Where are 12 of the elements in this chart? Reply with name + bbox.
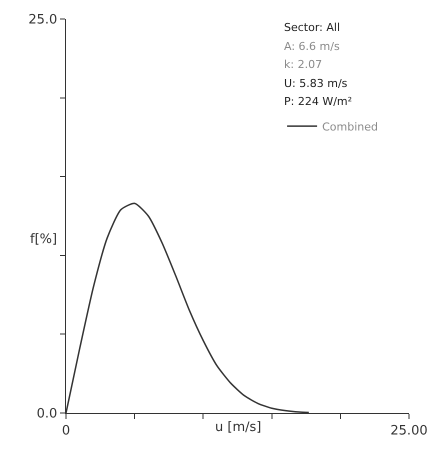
annotation: U: 5.83 m/s: [284, 77, 348, 90]
annotation: A: 6.6 m/s: [284, 40, 340, 53]
x-tick-label: 25.00: [390, 424, 428, 439]
y-tick-label: 0.0: [36, 406, 58, 422]
annotation: k: 2.07: [284, 58, 322, 71]
x-axis-title: u [m/s]: [215, 420, 262, 435]
annotation: Sector: All: [284, 21, 340, 34]
x-tick-label: 0: [62, 424, 70, 439]
legend-label: Combined: [322, 120, 378, 134]
annotation: P: 224 W/m²: [284, 95, 352, 108]
y-tick-label: 25.0: [28, 12, 58, 28]
y-axis-title: f[%]: [30, 232, 58, 247]
